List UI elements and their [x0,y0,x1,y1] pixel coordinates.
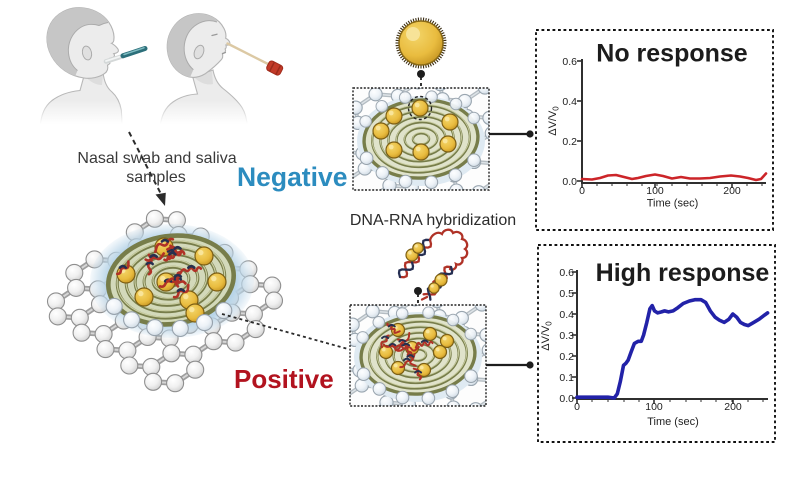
svg-text:0.5: 0.5 [559,288,574,300]
svg-text:0.4: 0.4 [562,96,577,108]
svg-text:0.2: 0.2 [559,351,574,363]
svg-text:0.0: 0.0 [562,176,577,188]
svg-text:0: 0 [574,401,580,413]
svg-text:Time (sec): Time (sec) [647,416,699,428]
svg-text:0.0: 0.0 [559,393,574,405]
svg-text:100: 100 [645,401,663,413]
svg-text:100: 100 [646,185,664,197]
svg-text:DNA-RNA hybridization: DNA-RNA hybridization [350,212,516,229]
svg-text:0.1: 0.1 [559,372,574,384]
svg-text:Positive: Positive [234,364,334,394]
svg-text:0.6: 0.6 [559,267,574,279]
svg-text:Nasal swab and saliva: Nasal swab and saliva [77,150,236,167]
svg-text:0.3: 0.3 [559,330,574,342]
svg-text:Time (sec): Time (sec) [647,198,699,210]
svg-text:samples: samples [126,169,186,186]
svg-text:0: 0 [579,185,585,197]
svg-text:0.6: 0.6 [562,56,577,68]
svg-text:No response: No response [596,40,748,68]
svg-text:Negative: Negative [237,162,347,192]
svg-text:High response: High response [596,259,770,287]
svg-text:0.2: 0.2 [562,136,577,148]
svg-text:200: 200 [723,185,741,197]
svg-text:200: 200 [724,401,742,413]
svg-text:0.4: 0.4 [559,309,574,321]
